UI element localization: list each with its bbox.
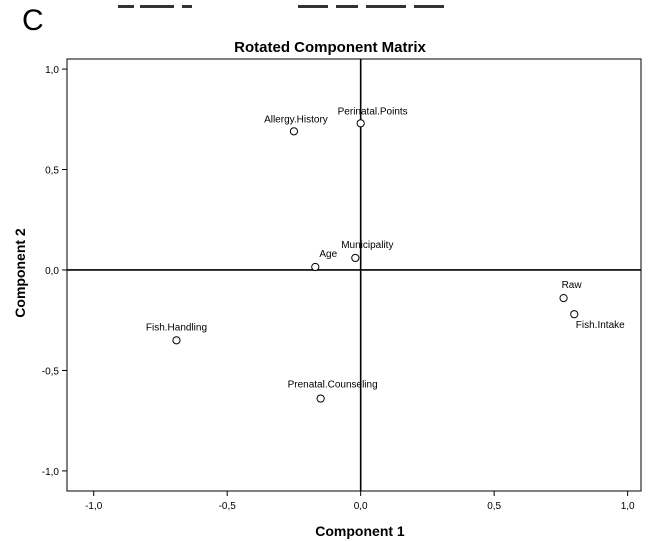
data-point bbox=[289, 127, 299, 136]
cropped-caption-strip bbox=[0, 0, 649, 8]
y-axis-label: Component 2 bbox=[12, 228, 28, 318]
data-point-label: Age bbox=[319, 249, 337, 260]
data-point-label: Prenatal.Counseling bbox=[288, 380, 378, 391]
y-tick-label: 0,5 bbox=[45, 166, 59, 177]
x-tick-label: -1,0 bbox=[85, 501, 103, 512]
x-axis-ticks: -1,0 -0,5 0,0 0,5 1,0 bbox=[85, 491, 635, 512]
x-tick-label: -0,5 bbox=[219, 501, 237, 512]
panel-letter: C bbox=[22, 4, 44, 37]
y-axis-ticks: -1,0 -0,5 0,0 0,5 1,0 bbox=[42, 65, 67, 478]
y-tick-label: -0,5 bbox=[42, 366, 60, 377]
data-point-label: Perinatal.Points bbox=[338, 106, 408, 117]
y-tick-label: 1,0 bbox=[45, 65, 59, 76]
data-point bbox=[356, 119, 365, 128]
plot-frame bbox=[66, 58, 642, 492]
x-axis-label: Component 1 bbox=[315, 523, 405, 539]
chart-title: Rotated Component Matrix bbox=[234, 39, 426, 56]
data-point bbox=[570, 310, 579, 319]
data-point-label: Municipality bbox=[341, 240, 393, 251]
data-point-label: Fish.Handling bbox=[146, 322, 207, 333]
data-point bbox=[559, 294, 568, 303]
data-points: Allergy.History Perinatal.Points Municipal… bbox=[146, 106, 625, 403]
data-point-label: Allergy.History bbox=[264, 114, 328, 125]
reference-lines bbox=[67, 59, 641, 491]
x-tick-label: 0,0 bbox=[354, 501, 368, 512]
cropped-caption-marks bbox=[118, 5, 444, 8]
data-point-label: Fish.Intake bbox=[576, 320, 625, 331]
data-point bbox=[172, 336, 181, 345]
data-point bbox=[311, 262, 320, 272]
y-tick-label: -1,0 bbox=[42, 467, 60, 478]
x-tick-label: 1,0 bbox=[621, 501, 635, 512]
data-point bbox=[351, 253, 360, 263]
data-point-label: Raw bbox=[562, 280, 583, 291]
y-tick-label: 0,0 bbox=[45, 266, 59, 277]
x-tick-label: 0,5 bbox=[487, 501, 501, 512]
data-point bbox=[316, 394, 325, 403]
